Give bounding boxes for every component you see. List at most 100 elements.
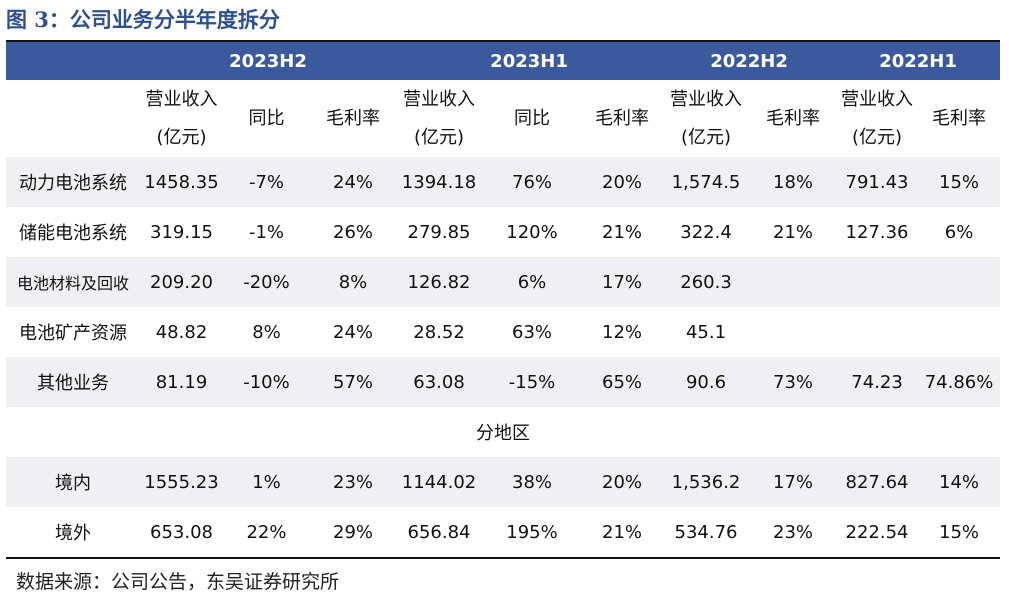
table-cell: 22% [246,521,287,543]
table-cell: 6% [482,257,583,307]
table-cell [836,257,919,307]
table-cell: 8% [252,321,281,343]
table-cell: -15% [482,357,583,407]
table-cell: -1% [248,221,285,243]
table-cell: 8% [310,257,397,307]
metric-header-row: 营业收入 (亿元) 同比 毛利率 营业收入 (亿元) 同比 毛利率 营业收入 (亿元)… [6,80,1000,157]
row-label: 电池矿产资源 [19,323,127,344]
table-cell: 827.64 [836,457,919,507]
table-cell: 73% [750,357,837,407]
table-cell [750,307,836,357]
table-cell: 76% [482,157,583,207]
table-cell: 45.1 [685,321,727,343]
bottom-rule [6,557,1000,559]
table-cell: 29% [333,521,374,543]
table-cell: -10% [223,357,310,407]
figure-title: 图 3：公司业务分半年度拆分 [6,7,280,32]
margin-header: 毛利率 [595,107,650,129]
table-row: 境外 653.08 22% 29% 656.84 195% 21% 534.76… [6,507,1000,557]
table-cell: 319.15 [150,221,213,243]
row-label: 其他业务 [6,357,140,407]
revenue-header: 营业收入 (亿元) [841,88,914,148]
revenue-header: 营业收入 (亿元) [670,88,743,148]
table-cell: 48.82 [155,321,208,343]
period-header-blank [6,42,140,80]
table-cell: 63% [512,321,553,343]
table-row: 电池材料及回收 209.20 -20% 8% 126.82 6% 17% 260… [6,257,1001,307]
metric-header-blank [6,80,140,157]
table-cell: 23% [310,457,397,507]
table-cell: 21% [773,221,814,243]
table-cell: 18% [750,157,837,207]
table-cell: 126.82 [396,257,483,307]
table-cell: 534.76 [674,521,738,543]
table-cell: 1% [223,457,310,507]
yoy-header: 同比 [248,107,285,129]
period-header: 2023H2 [140,42,397,80]
table-row: 动力电池系统 1458.35 -7% 24% 1394.18 76% 20% 1… [6,157,1001,207]
table-cell: 15% [939,521,980,543]
region-header-row: 分地区 [6,407,1000,457]
table-cell: -20% [223,257,310,307]
table-row: 境内 1555.23 1% 23% 1144.02 38% 20% 1,536.… [6,457,1001,507]
table-cell: 322.4 [680,221,732,243]
revenue-header: 营业收入 (亿元) [145,88,218,148]
table-cell [918,257,1001,307]
period-header: 2022H2 [662,42,837,80]
table-cell: 20% [582,457,663,507]
table-row: 电池矿产资源 48.82 8% 24% 28.52 63% 12% 45.1 [6,307,1000,357]
period-header: 2023H1 [396,42,663,80]
table-cell: 57% [310,357,397,407]
margin-header: 毛利率 [326,107,380,129]
source-note: 数据来源：公司公告，东吴证券研究所 [16,571,340,593]
table-cell: 791.43 [836,157,919,207]
table-cell: 24% [310,157,397,207]
margin-header: 毛利率 [766,107,821,129]
table-cell: 279.85 [407,221,471,243]
table-cell: 127.36 [845,221,909,243]
table-cell: 656.84 [407,521,471,543]
table-cell: 260.3 [662,257,751,307]
table-row: 储能电池系统 319.15 -1% 26% 279.85 120% 21% 32… [6,207,1000,257]
yoy-header: 同比 [514,107,551,129]
table-cell: 90.6 [662,357,751,407]
table-cell: 1458.35 [140,157,223,207]
table-cell: 74.86% [918,357,1001,407]
margin-header: 毛利率 [932,107,987,129]
table-cell: 20% [582,157,663,207]
table-cell: 17% [750,457,837,507]
table-cell [750,257,837,307]
table-cell: 209.20 [140,257,223,307]
table-cell: 1,574.5 [662,157,751,207]
row-label: 境外 [55,523,91,544]
table-cell: 21% [602,521,643,543]
table-cell: 63.08 [396,357,483,407]
period-header: 2022H1 [836,42,1001,80]
table-cell: 222.54 [845,521,909,543]
row-label: 电池材料及回收 [6,257,140,307]
table-cell: 26% [333,221,374,243]
table-cell: 74.23 [836,357,919,407]
table-cell [836,307,918,357]
region-header: 分地区 [476,423,531,444]
period-header-row: 2023H2 2023H1 2022H2 2022H1 [6,42,1001,80]
row-label: 动力电池系统 [6,157,140,207]
table-cell: 38% [482,457,583,507]
table-cell [918,307,1000,357]
table-cell: 21% [602,221,643,243]
table-cell: 195% [506,521,558,543]
table-cell: 1555.23 [140,457,223,507]
table-cell: 17% [582,257,663,307]
table-cell: 24% [333,321,374,343]
table-cell: 12% [602,321,643,343]
row-label: 储能电池系统 [19,223,127,244]
table-cell: 1144.02 [396,457,483,507]
table-cell: 6% [944,221,974,243]
table-cell: 15% [918,157,1001,207]
table-cell: 120% [506,221,558,243]
revenue-header: 营业收入 (亿元) [403,88,476,148]
business-split-table: 2023H2 2023H1 2022H2 2022H1 营业收入 (亿元) 同比 … [6,42,1001,557]
table-cell: 1,536.2 [662,457,751,507]
table-row: 其他业务 81.19 -10% 57% 63.08 -15% 65% 90.6 … [6,357,1001,407]
table-cell: 23% [773,521,814,543]
